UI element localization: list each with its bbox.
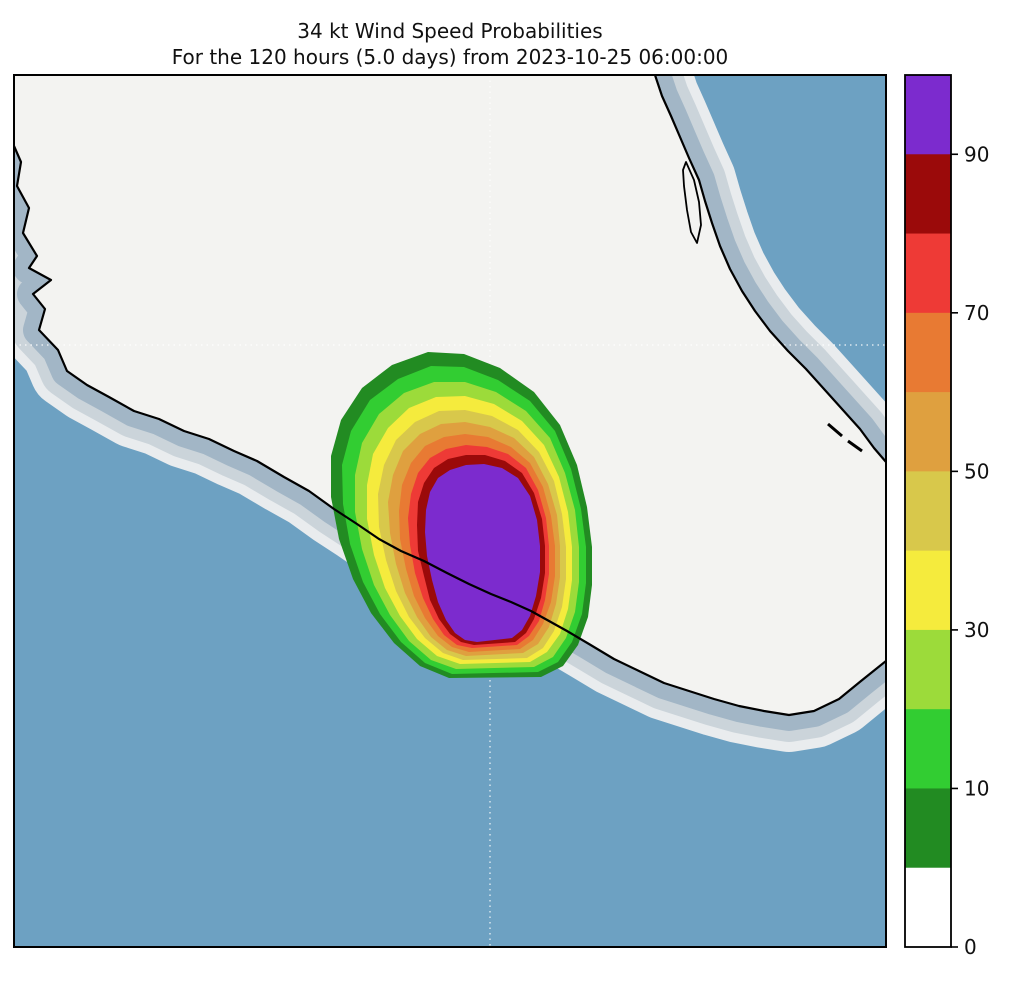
pacific-coastline [14,145,886,717]
colorbar-segment-90-100 [905,75,951,155]
colorbar-segment-60-70 [905,312,951,393]
colorbar-segment-20-30 [905,629,951,710]
colorbar-tick-label: 10 [964,776,989,800]
gulf-coastline [653,75,886,463]
colorbar-segment-10-20 [905,709,951,789]
colorbar-group: 90 70 50 30 10 0 [904,74,989,959]
chart-title-line2: For the 120 hours (5.0 days) from 2023-1… [172,45,729,69]
colorbar-tick-label: 90 [964,142,989,166]
chart-title-line1: 34 kt Wind Speed Probabilities [297,19,602,43]
probability-contour-90 [425,464,540,642]
colorbar-segment-30-40 [905,550,951,631]
colorbar-tick-label: 0 [964,935,977,959]
colorbar-segment-70-80 [905,233,951,314]
map-border [13,74,887,948]
colorbar-segment-40-50 [905,471,951,552]
coastline-dash [847,439,863,453]
coastline-dash [827,422,843,438]
lagoon-outline [682,161,702,244]
colorbar-tick-label: 50 [964,459,989,483]
colorbar-segment-50-60 [905,392,951,472]
colorbar-tick-label: 30 [964,618,989,642]
colorbar-segment-80-90 [905,154,951,235]
colorbar-frame [904,74,952,948]
map-group [13,74,887,948]
colorbar-segment-0-5 [905,867,951,948]
colorbar-segment-5-10 [905,788,951,869]
map-clipped-content [14,75,886,947]
colorbar-tick-label: 70 [964,301,989,325]
